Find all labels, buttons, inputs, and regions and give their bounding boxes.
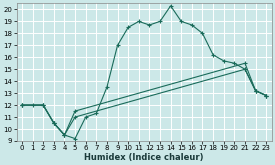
X-axis label: Humidex (Indice chaleur): Humidex (Indice chaleur) [84, 152, 204, 162]
